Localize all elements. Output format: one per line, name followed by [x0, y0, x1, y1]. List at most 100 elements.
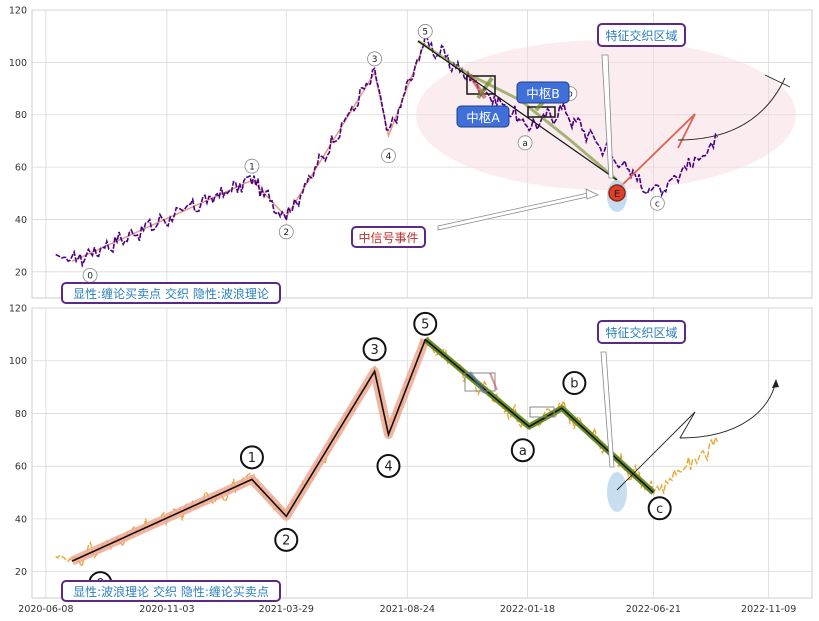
hub-b-box: [527, 106, 556, 118]
bottom-projection-line-2: [679, 411, 696, 439]
bottom-wave-label-4: 4: [376, 453, 401, 478]
top-wave-label-2: 2: [278, 224, 294, 240]
top-price-series: [55, 33, 719, 269]
bottom-projection-line: [616, 411, 696, 491]
top-wave-number: 5: [422, 28, 428, 38]
hub-a-callout: 中枢A: [456, 105, 510, 128]
hub-a-label: 中枢A: [466, 110, 500, 125]
zone-callout-arrow: [601, 54, 614, 179]
bottom-zone-callout-arrow: [600, 351, 615, 468]
top-wave-number: b: [567, 90, 573, 100]
bottom-y-ticks: 20 40 60 80 100 120: [9, 304, 27, 579]
bottom-wave-label-5: 5: [413, 311, 438, 336]
bottom-wave-circle: [647, 496, 672, 521]
bottom-wave-number: 5: [421, 318, 429, 333]
bottom-wave-number: 1: [248, 451, 256, 466]
top-projection-curve: [677, 77, 786, 141]
bottom-panel: 20 40 60 80 100 120 2020-06-08 2020-11-03 2021-…: [9, 304, 813, 615]
top-wave-circle: [417, 24, 433, 39]
top-legend: 显性:缠论买卖点 交织 隐性:波浪理论: [61, 282, 281, 304]
bottom-x-tick-label: 2020-06-08: [18, 604, 73, 615]
bottom-x-tick-label: 2020-11-03: [139, 604, 194, 615]
zone-label-box: [597, 23, 686, 47]
top-legend-text: 显性:缠论买卖点 交织 隐性:波浪理论: [73, 286, 269, 301]
bottom-wave-label-1: 1: [239, 445, 264, 470]
bottom-wave-circle: [413, 311, 438, 336]
bottom-legend-box: [61, 580, 281, 602]
signal-label-box: [351, 226, 426, 248]
bottom-hub-marker-2: [489, 372, 498, 391]
bottom-wave-circle: [376, 453, 401, 478]
bottom-y-tick-label: 60: [15, 462, 27, 473]
bottom-wave-label-2: 2: [274, 527, 299, 552]
hub-a-label-box: [456, 105, 510, 128]
top-wave-number: 2: [283, 228, 289, 238]
bottom-projection-curve: [679, 380, 777, 439]
bottom-y-tick-label: 100: [9, 356, 27, 367]
bottom-x-tick-label: 2021-08-24: [380, 604, 435, 615]
bottom-wave-number: b: [570, 377, 578, 392]
top-wave-label-0: 0: [82, 267, 98, 283]
bottom-wave-number: c: [656, 502, 663, 517]
top-grid: [32, 9, 812, 298]
bottom-plot-area: [31, 307, 813, 599]
top-y-tick-label: 20: [15, 267, 27, 278]
bottom-wave-circle: [510, 438, 535, 463]
bottom-hub-box-2: [529, 406, 555, 418]
top-y-tick-label: 80: [15, 110, 27, 121]
zone-label: 特征交织区域: [605, 28, 677, 43]
bottom-wave-label-b: b: [562, 371, 587, 396]
top-wave-circle: [381, 148, 396, 164]
top-wave-circle: [244, 158, 260, 174]
bottom-zone-label-box: [597, 320, 686, 344]
bottom-y-tick-label: 120: [9, 304, 27, 315]
top-y-tick-label: 40: [15, 215, 27, 226]
top-projection-up: [616, 113, 696, 191]
top-wave-labels: 0 1 2 3 4 5 a b c: [82, 24, 665, 283]
top-wave-number: 4: [386, 152, 392, 162]
top-wave-number: 1: [249, 162, 255, 172]
top-wave-number: c: [655, 200, 660, 210]
top-projection-tick: [764, 74, 791, 88]
zone-callout: 特征交织区域: [597, 23, 686, 179]
bottom-wave-number: 2: [282, 534, 290, 549]
bottom-projection-arrowhead: [772, 379, 779, 388]
bottom-zone-callout: 特征交织区域: [597, 320, 686, 468]
bottom-wave-label-a: a: [510, 438, 535, 463]
top-wave-number: 0: [87, 272, 93, 282]
top-y-ticks: 20 40 60 80 100 120: [9, 6, 27, 279]
bottom-hub-box-1: [464, 372, 496, 392]
bottom-wave-line: [71, 338, 654, 562]
bottom-legend-text: 显性:波浪理论 交织 隐性:缠论买卖点: [73, 584, 269, 599]
top-plot-area: [31, 9, 813, 299]
top-projection-up-2: [677, 113, 696, 149]
bottom-x-tick-label: 2022-01-18: [500, 604, 555, 615]
top-wave-label-c: c: [649, 195, 665, 211]
bottom-x-tick-label: 2022-11-09: [741, 604, 796, 615]
hub-b-label: 中枢B: [526, 86, 560, 101]
bottom-wave-number: a: [519, 444, 527, 459]
top-wave-number: 3: [372, 55, 378, 65]
bottom-y-tick-label: 20: [15, 567, 27, 578]
top-legend-box: [61, 282, 281, 304]
bottom-zone-label: 特征交织区域: [605, 325, 677, 340]
bottom-x-ticks: 2020-06-08 2020-11-03 2021-03-29 2021-08-24…: [18, 604, 796, 615]
top-y-tick-label: 100: [9, 58, 27, 69]
bottom-wave-label-3: 3: [362, 337, 387, 362]
bottom-wave-circle: [274, 527, 299, 552]
top-wave-label-a: a: [517, 135, 533, 151]
bottom-y-tick-label: 40: [15, 514, 27, 525]
bottom-legend: 显性:波浪理论 交织 隐性:缠论买卖点: [61, 580, 281, 602]
top-wave-label-4: 4: [381, 148, 396, 164]
top-y-tick-label: 60: [15, 163, 27, 174]
top-y-tick-label: 120: [9, 6, 27, 17]
bottom-wave-circle: [239, 445, 264, 470]
hub-b-callout: 中枢B: [516, 81, 570, 104]
hub-b-label-box: [516, 81, 570, 104]
event-marker: [608, 184, 626, 202]
bottom-wave-circle: [362, 337, 387, 362]
top-wave-label-3: 3: [367, 51, 382, 67]
top-wave-circle: [278, 224, 294, 240]
